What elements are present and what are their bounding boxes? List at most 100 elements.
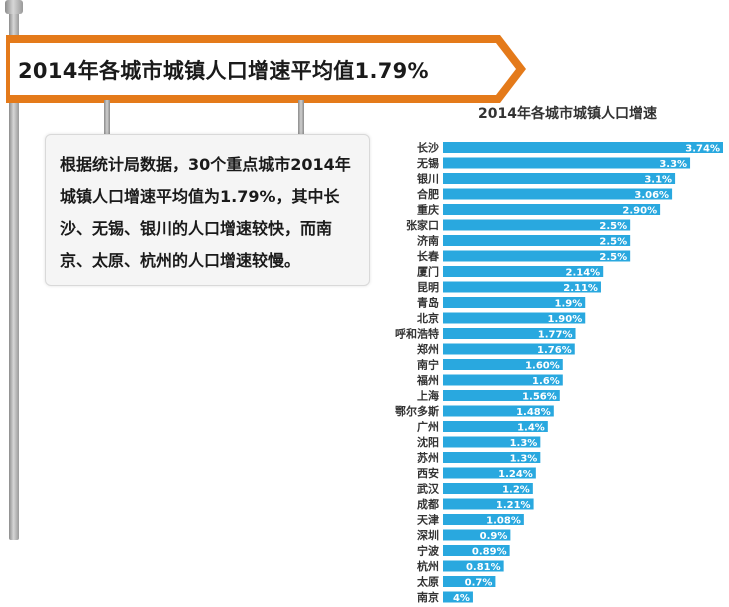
category-label: 昆明 bbox=[417, 281, 439, 294]
value-label: 2.5% bbox=[599, 252, 627, 263]
bar bbox=[443, 514, 524, 525]
value-label: 1.9% bbox=[555, 299, 583, 310]
category-label: 西安 bbox=[417, 466, 439, 480]
banner-title: 2014年各城市城镇人口增速平均值1.79% bbox=[18, 59, 429, 83]
value-label: 1.08% bbox=[486, 516, 521, 527]
bar-chart: 长沙 3.74% 无锡 3.3% 银川 3.1% 合肥 3.06% 重庆 2.90% 张家口 2.5%… bbox=[395, 141, 723, 604]
category-label: 合肥 bbox=[417, 187, 439, 201]
banner-pole bbox=[9, 0, 19, 540]
category-label: 郑州 bbox=[417, 342, 439, 356]
value-label: 1.21% bbox=[496, 500, 531, 511]
bar bbox=[443, 390, 560, 401]
value-label: 1.56% bbox=[522, 392, 557, 403]
bar bbox=[443, 343, 575, 355]
value-label: 3.3% bbox=[659, 159, 687, 170]
bar bbox=[443, 421, 548, 432]
category-label: 长沙 bbox=[417, 141, 439, 155]
bar bbox=[443, 219, 631, 231]
category-label: 宁波 bbox=[417, 544, 440, 558]
category-label: 广州 bbox=[417, 420, 439, 434]
category-label: 苏州 bbox=[417, 451, 439, 465]
category-label: 无锡 bbox=[416, 156, 439, 170]
value-label: 0.9% bbox=[480, 531, 508, 542]
value-label: 2.90% bbox=[622, 206, 657, 217]
category-label: 北京 bbox=[417, 311, 439, 325]
bar bbox=[443, 312, 586, 324]
value-label: 3.06% bbox=[634, 190, 669, 201]
category-label: 太原 bbox=[416, 575, 439, 589]
category-label: 深圳 bbox=[417, 528, 439, 542]
value-label: 1.48% bbox=[516, 407, 551, 418]
value-label: 0.89% bbox=[472, 547, 507, 558]
category-label: 南宁 bbox=[417, 358, 439, 372]
value-label: 1.90% bbox=[548, 314, 583, 325]
value-label: 1.6% bbox=[532, 376, 560, 387]
bar bbox=[443, 529, 511, 541]
bar bbox=[443, 591, 473, 603]
banner-pole-cap bbox=[5, 0, 23, 14]
value-label: 4% bbox=[453, 593, 470, 604]
chart-title: 2014年各城市城镇人口增速 bbox=[478, 106, 657, 122]
hanger-rod-right bbox=[298, 100, 304, 134]
bar bbox=[443, 452, 541, 463]
category-label: 武汉 bbox=[417, 482, 440, 496]
title-banner: 2014年各城市城镇人口增速平均值1.79% bbox=[6, 35, 526, 103]
bar bbox=[443, 281, 601, 293]
bar bbox=[443, 498, 534, 510]
value-label: 1.3% bbox=[510, 454, 538, 465]
hanger-rod-left bbox=[104, 100, 110, 134]
bar bbox=[443, 173, 676, 184]
category-label: 青岛 bbox=[417, 296, 439, 310]
bar bbox=[443, 467, 536, 479]
value-label: 0.7% bbox=[465, 578, 493, 589]
category-label: 鄂尔多斯 bbox=[395, 404, 439, 418]
bar bbox=[443, 576, 496, 587]
bar bbox=[443, 250, 631, 262]
value-label: 1.4% bbox=[517, 423, 545, 434]
category-label: 天津 bbox=[417, 513, 439, 527]
value-label: 0.81% bbox=[466, 562, 501, 573]
bar bbox=[443, 142, 723, 153]
value-label: 3.1% bbox=[644, 175, 672, 186]
value-label: 1.77% bbox=[538, 330, 573, 341]
bar bbox=[443, 188, 673, 200]
value-label: 2.11% bbox=[563, 283, 598, 294]
category-label: 银川 bbox=[417, 172, 439, 186]
category-label: 杭州 bbox=[417, 559, 439, 573]
bar bbox=[443, 483, 533, 494]
bar bbox=[443, 235, 631, 246]
category-label: 成都 bbox=[417, 497, 439, 511]
category-label: 厦门 bbox=[417, 265, 439, 279]
bar bbox=[443, 374, 563, 386]
bar bbox=[443, 405, 554, 417]
bar bbox=[443, 560, 504, 572]
value-label: 3.74% bbox=[685, 144, 720, 155]
bar bbox=[443, 204, 661, 215]
value-label: 1.24% bbox=[498, 469, 533, 480]
banner-arrow-shape bbox=[6, 35, 526, 103]
bar bbox=[443, 545, 510, 556]
summary-note-text: 根据统计局数据，30个重点城市2014年城镇人口增速平均值为1.79%，其中长沙… bbox=[60, 155, 351, 270]
category-label: 南京 bbox=[417, 590, 439, 604]
value-label: 2.5% bbox=[599, 221, 627, 232]
bar bbox=[443, 328, 576, 339]
bar bbox=[443, 436, 541, 448]
value-label: 1.2% bbox=[502, 485, 530, 496]
category-label: 重庆 bbox=[417, 203, 439, 217]
summary-note: 根据统计局数据，30个重点城市2014年城镇人口增速平均值为1.79%，其中长沙… bbox=[45, 134, 370, 286]
category-label: 济南 bbox=[417, 234, 439, 248]
category-label: 上海 bbox=[417, 389, 439, 403]
value-label: 1.3% bbox=[510, 438, 538, 449]
value-label: 2.14% bbox=[566, 268, 601, 279]
bar bbox=[443, 266, 604, 277]
value-label: 2.5% bbox=[599, 237, 627, 248]
bar bbox=[443, 359, 563, 370]
bar bbox=[443, 157, 691, 169]
category-label: 沈阳 bbox=[417, 435, 439, 449]
value-label: 1.76% bbox=[537, 345, 572, 356]
category-label: 呼和浩特 bbox=[395, 327, 439, 341]
category-label: 长春 bbox=[417, 249, 440, 263]
category-label: 福州 bbox=[416, 373, 439, 387]
value-label: 1.60% bbox=[525, 361, 560, 372]
bar bbox=[443, 297, 586, 308]
